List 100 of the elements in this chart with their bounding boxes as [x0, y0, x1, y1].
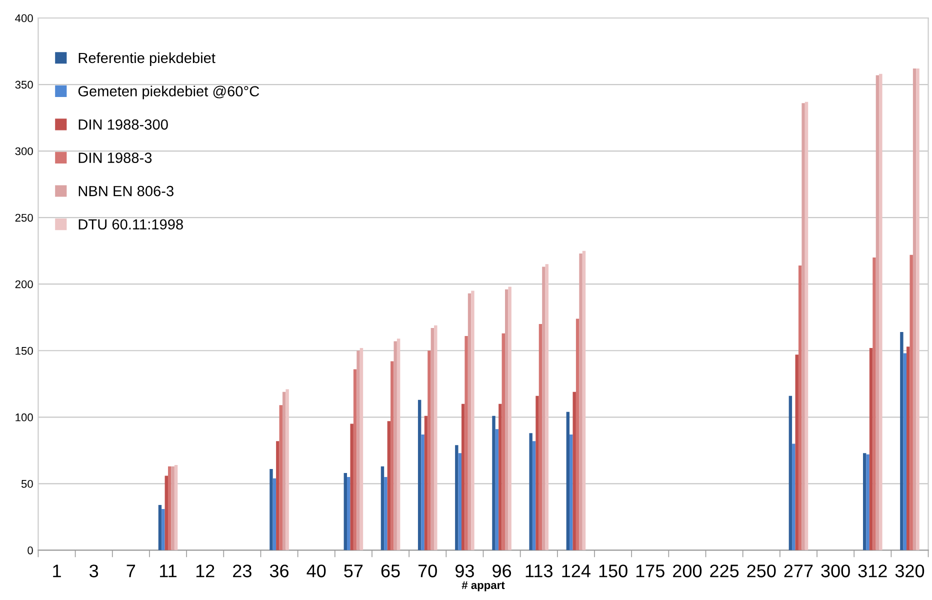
- bar: [900, 332, 904, 550]
- bar: [421, 434, 424, 550]
- bar: [508, 286, 512, 550]
- bar: [344, 473, 348, 550]
- y-tick-label: 250: [15, 214, 33, 222]
- x-tick-label: 1: [53, 564, 61, 578]
- bar: [464, 336, 468, 550]
- x-tick-label: 200: [673, 564, 702, 578]
- bar: [502, 333, 505, 550]
- x-axis-title: # appart: [462, 581, 505, 592]
- legend-label: DIN 1988-300: [78, 119, 168, 130]
- bar: [396, 338, 400, 550]
- legend-label: Referentie piekdebiet: [78, 52, 216, 66]
- x-tick-label: 70: [418, 564, 437, 578]
- x-tick-label: 65: [381, 564, 400, 578]
- legend-label: DIN 1988-3: [78, 152, 152, 163]
- x-tick-label: 93: [456, 564, 474, 578]
- bar: [872, 257, 876, 550]
- bar: [792, 444, 796, 550]
- bar: [424, 416, 428, 550]
- bar: [360, 348, 364, 550]
- legend-label: Gemeten piekdebiet @60°C: [78, 86, 260, 100]
- x-tick-label: 23: [233, 564, 252, 578]
- bar: [492, 416, 496, 550]
- bar: [384, 477, 388, 550]
- bar: [579, 254, 582, 550]
- bar: [863, 453, 866, 550]
- bar: [282, 392, 286, 550]
- bar: [536, 396, 539, 550]
- bar: [538, 324, 542, 550]
- x-tick-label: 150: [599, 564, 628, 578]
- bar: [869, 348, 873, 550]
- x-tick-label: 124: [562, 564, 590, 578]
- y-tick-label: 200: [15, 280, 33, 288]
- x-tick-label: 225: [710, 564, 739, 578]
- x-tick-label: 312: [858, 564, 887, 578]
- x-tick-label: 320: [895, 564, 924, 578]
- bar: [380, 466, 384, 550]
- bar: [174, 465, 178, 550]
- bar: [505, 289, 508, 550]
- bar: [866, 454, 870, 550]
- bar: [430, 328, 434, 550]
- bar: [495, 429, 499, 550]
- x-tick-label: 113: [526, 564, 552, 578]
- bar: [471, 290, 474, 550]
- bar: [390, 361, 394, 550]
- x-tick-label: 12: [196, 564, 214, 578]
- x-tick-label: 3: [90, 564, 98, 578]
- x-tick-label: 250: [747, 564, 776, 578]
- bar: [350, 424, 354, 550]
- bar: [162, 508, 165, 550]
- bar: [353, 369, 357, 550]
- bar: [804, 102, 808, 550]
- y-tick-label: 50: [21, 480, 33, 488]
- bar: [455, 445, 458, 550]
- bar: [434, 325, 438, 550]
- bar: [387, 421, 391, 550]
- bar: [458, 453, 462, 550]
- legend-label: NBN EN 806-3: [78, 186, 174, 196]
- bar: [798, 265, 802, 550]
- bar: [906, 346, 910, 550]
- bar: [788, 396, 792, 550]
- bar: [347, 477, 350, 550]
- x-tick-label: 40: [306, 564, 326, 578]
- bar: [498, 404, 502, 550]
- bar: [570, 434, 573, 550]
- bar: [912, 68, 916, 550]
- y-tick-label: 300: [15, 147, 33, 156]
- bar: [582, 250, 586, 550]
- x-tick-label: 36: [270, 564, 289, 578]
- bar: [171, 466, 174, 550]
- bar: [428, 350, 431, 550]
- bar: [572, 392, 576, 550]
- bar: [795, 354, 798, 550]
- bar: [270, 469, 273, 550]
- bar: [276, 441, 280, 550]
- bar: [168, 466, 172, 550]
- bar: [279, 405, 282, 550]
- bar: [566, 412, 570, 550]
- x-tick-label: 7: [126, 564, 136, 578]
- bar: [394, 341, 397, 550]
- bar: [418, 400, 422, 550]
- x-tick-label: 57: [344, 564, 363, 578]
- bar: [910, 254, 913, 550]
- bar: [529, 433, 532, 550]
- bar: [286, 389, 289, 550]
- bar: [876, 75, 880, 550]
- bar: [158, 504, 162, 550]
- bar: [903, 353, 907, 550]
- bar: [542, 266, 546, 550]
- bar: [545, 264, 549, 550]
- x-tick-label: 175: [636, 564, 664, 578]
- y-tick-label: 350: [15, 80, 33, 89]
- bar: [802, 103, 805, 550]
- legend-label: DTU 60.11:1998: [78, 219, 183, 230]
- bar: [356, 350, 360, 550]
- y-tick-label: 100: [16, 413, 33, 422]
- bar: [164, 476, 168, 550]
- x-tick-label: 300: [821, 564, 850, 578]
- bar: [532, 441, 536, 550]
